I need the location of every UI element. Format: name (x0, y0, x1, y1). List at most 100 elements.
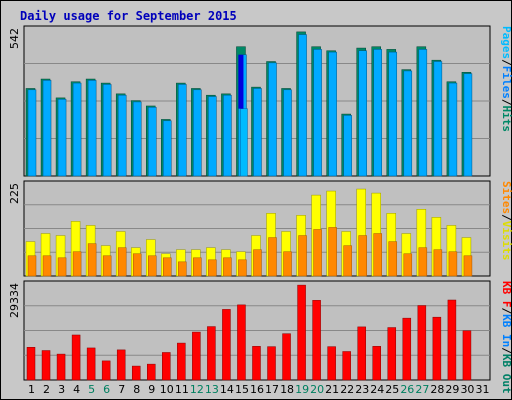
chart-title: Daily usage for September 2015 (20, 9, 237, 23)
bar-files (283, 89, 292, 177)
bar-files (178, 84, 187, 177)
bar-pages (240, 108, 248, 177)
bar-sites (178, 261, 187, 277)
legend-entry: / (500, 214, 512, 221)
bar-files (72, 82, 82, 177)
x-tick-label: 12 (190, 383, 204, 396)
bar-sites (117, 247, 127, 277)
x-tick-label: 20 (310, 383, 324, 396)
bar-files (418, 49, 428, 177)
bar-files (463, 73, 473, 177)
bar-kbf (116, 349, 126, 381)
bar-files (328, 51, 337, 177)
bar-sites (163, 257, 172, 277)
legend-entry: Visits (500, 221, 512, 261)
x-tick-label: 27 (415, 383, 429, 396)
legend-entry: / (500, 59, 512, 66)
bar-files (403, 70, 413, 177)
x-tick-label: 22 (340, 383, 354, 396)
legend-entry: Pages (500, 26, 512, 59)
bar-kbf (432, 316, 442, 381)
bar-kbf (447, 299, 457, 381)
x-tick-label: 4 (73, 383, 80, 396)
bar-files (27, 89, 37, 177)
bar-kbf (252, 346, 261, 381)
bar-kbf (372, 346, 381, 381)
x-tick-label: 2 (43, 383, 50, 396)
bar-kbf (192, 331, 201, 381)
x-tick-label: 10 (160, 383, 174, 396)
bar-kbf (207, 326, 216, 381)
y-max-label: 29334 (8, 283, 21, 318)
y-max-label: 542 (8, 28, 21, 49)
bar-sites (268, 237, 277, 277)
bar-sites (448, 251, 458, 277)
bar-kbf (402, 317, 412, 381)
bar-kbf (86, 347, 96, 381)
bar-files (57, 98, 67, 177)
bar-sites (463, 255, 473, 277)
bar-files (388, 51, 398, 177)
bar-kbf (357, 326, 366, 381)
bar-files (268, 62, 277, 177)
x-tick-label: 1 (28, 383, 35, 396)
bar-sites (223, 257, 232, 277)
bar-kbf (327, 346, 336, 381)
bar-sites (193, 257, 202, 277)
bar-kbf (147, 363, 156, 381)
legend-entry: / (500, 99, 512, 106)
x-tick-label: 23 (355, 383, 369, 396)
bar-sites (418, 247, 428, 277)
x-tick-label: 14 (220, 383, 234, 396)
bar-kbf (312, 300, 321, 381)
bar-sites (253, 249, 262, 277)
legend-pages-files-hits: Pages/Files/Hits (500, 26, 512, 132)
bar-sites (42, 255, 52, 277)
bar-sites (102, 255, 112, 277)
x-tick-label: 17 (265, 383, 279, 396)
bar-sites (358, 235, 367, 277)
bar-kbf (267, 346, 276, 381)
bar-kbf (162, 352, 171, 381)
bar-sites (72, 251, 82, 277)
bar-sites (283, 251, 292, 277)
bar-sites (433, 249, 443, 277)
bar-files (163, 120, 172, 177)
bar-sites (57, 257, 67, 277)
bar-sites (343, 245, 352, 277)
bar-sites (27, 255, 37, 277)
bar-kbf (177, 342, 186, 381)
bar-kbf (297, 284, 306, 381)
bar-files (313, 49, 322, 177)
x-tick-label: 15 (235, 383, 249, 396)
legend-entry: KB In (500, 314, 512, 347)
bar-kbf (101, 360, 111, 381)
x-tick-label: 29 (445, 383, 459, 396)
legend-entry: KB F (500, 281, 512, 308)
legend-visits-sites: Sites/Visits (500, 181, 512, 261)
legend-entry: / (500, 308, 512, 315)
x-tick-label: 19 (295, 383, 309, 396)
bar-files (87, 80, 97, 177)
bar-kbf (387, 327, 397, 381)
bar-sites (298, 235, 307, 277)
bar-files (132, 101, 142, 177)
bar-sites (388, 241, 398, 277)
bar-kbf (131, 365, 141, 381)
bar-kbf (26, 347, 36, 381)
bar-kbf (222, 309, 231, 381)
legend-entry: KB Out (500, 354, 512, 394)
x-tick-label: 31 (475, 383, 489, 396)
x-tick-label: 8 (133, 383, 140, 396)
bar-sites (132, 253, 142, 277)
x-tick-label: 28 (430, 383, 444, 396)
x-tick-label: 18 (280, 383, 294, 396)
legend-entry: Files (500, 66, 512, 99)
bar-sites (208, 259, 217, 277)
bar-files (208, 96, 217, 177)
bar-highlight (238, 54, 244, 109)
bar-kbf (237, 304, 246, 381)
bar-files (253, 88, 262, 177)
x-tick-label: 7 (118, 383, 125, 396)
bar-sites (238, 259, 247, 277)
